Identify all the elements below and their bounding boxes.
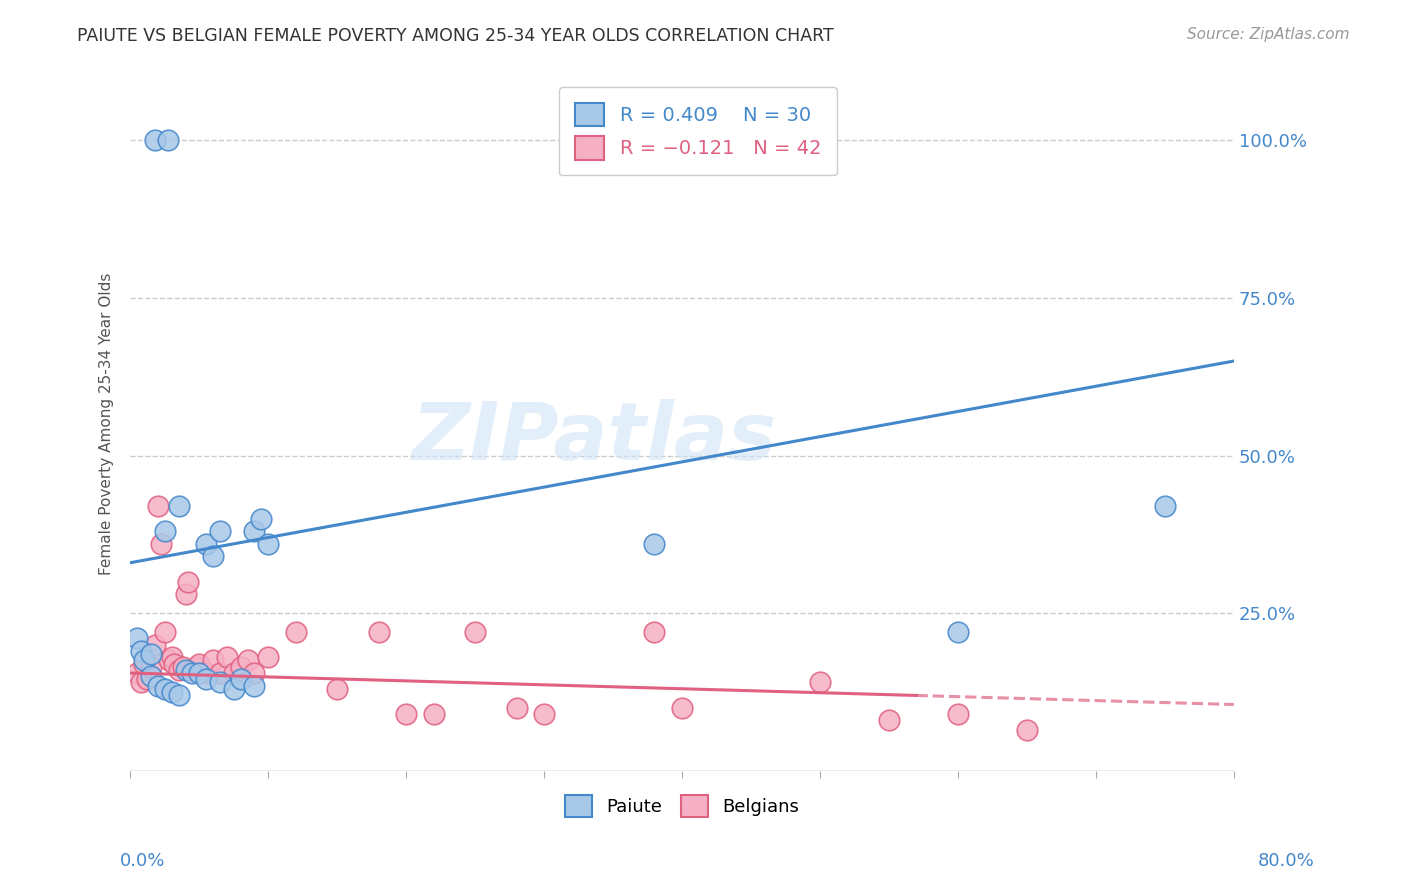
Point: [202, 653, 225, 667]
Point: [181, 663, 204, 677]
Point: [671, 700, 693, 714]
Point: [326, 681, 349, 696]
Point: [143, 638, 166, 652]
Point: [157, 653, 180, 667]
Point: [139, 659, 162, 673]
Point: [134, 657, 156, 671]
Legend: Paiute, Belgians: Paiute, Belgians: [558, 788, 806, 824]
Point: [423, 706, 446, 721]
Point: [139, 647, 162, 661]
Point: [208, 665, 231, 680]
Point: [208, 524, 231, 539]
Point: [167, 688, 190, 702]
Text: Source: ZipAtlas.com: Source: ZipAtlas.com: [1187, 27, 1350, 42]
Point: [146, 499, 169, 513]
Point: [395, 706, 418, 721]
Point: [188, 657, 211, 671]
Point: [195, 665, 218, 680]
Point: [222, 665, 245, 680]
Point: [195, 673, 218, 687]
Point: [153, 681, 176, 696]
Point: [257, 650, 280, 665]
Point: [236, 653, 259, 667]
Point: [127, 665, 149, 680]
Point: [149, 537, 172, 551]
Point: [153, 625, 176, 640]
Point: [172, 659, 194, 673]
Point: [177, 574, 200, 589]
Point: [156, 133, 179, 147]
Point: [131, 644, 153, 658]
Point: [243, 665, 266, 680]
Point: [464, 625, 486, 640]
Point: [167, 663, 190, 677]
Point: [153, 524, 176, 539]
Point: [229, 659, 252, 673]
Point: [163, 657, 186, 671]
Point: [808, 675, 831, 690]
Point: [505, 700, 527, 714]
Point: [160, 685, 183, 699]
Point: [143, 133, 166, 147]
Point: [195, 537, 218, 551]
Point: [134, 653, 156, 667]
Point: [215, 650, 238, 665]
Point: [877, 713, 900, 727]
Point: [1153, 499, 1175, 513]
Point: [188, 665, 211, 680]
Point: [222, 681, 245, 696]
Point: [135, 673, 157, 687]
Y-axis label: Female Poverty Among 25-34 Year Olds: Female Poverty Among 25-34 Year Olds: [100, 273, 114, 575]
Point: [208, 675, 231, 690]
Point: [257, 537, 280, 551]
Point: [139, 669, 162, 683]
Point: [229, 673, 252, 687]
Point: [367, 625, 389, 640]
Point: [174, 587, 197, 601]
Point: [643, 625, 665, 640]
Point: [160, 650, 183, 665]
Point: [202, 549, 225, 564]
Point: [946, 625, 969, 640]
Point: [533, 706, 555, 721]
Point: [131, 675, 153, 690]
Text: ZIPatlas: ZIPatlas: [412, 399, 776, 477]
Point: [643, 537, 665, 551]
Point: [167, 499, 190, 513]
Point: [243, 524, 266, 539]
Point: [250, 511, 273, 525]
Text: PAIUTE VS BELGIAN FEMALE POVERTY AMONG 25-34 YEAR OLDS CORRELATION CHART: PAIUTE VS BELGIAN FEMALE POVERTY AMONG 2…: [77, 27, 834, 45]
Text: 0.0%: 0.0%: [120, 852, 165, 870]
Point: [181, 665, 204, 680]
Point: [186, 659, 208, 673]
Point: [146, 679, 169, 693]
Point: [174, 663, 197, 677]
Point: [243, 679, 266, 693]
Point: [127, 632, 149, 646]
Point: [1015, 723, 1038, 737]
Point: [284, 625, 307, 640]
Point: [946, 706, 969, 721]
Text: 80.0%: 80.0%: [1258, 852, 1315, 870]
